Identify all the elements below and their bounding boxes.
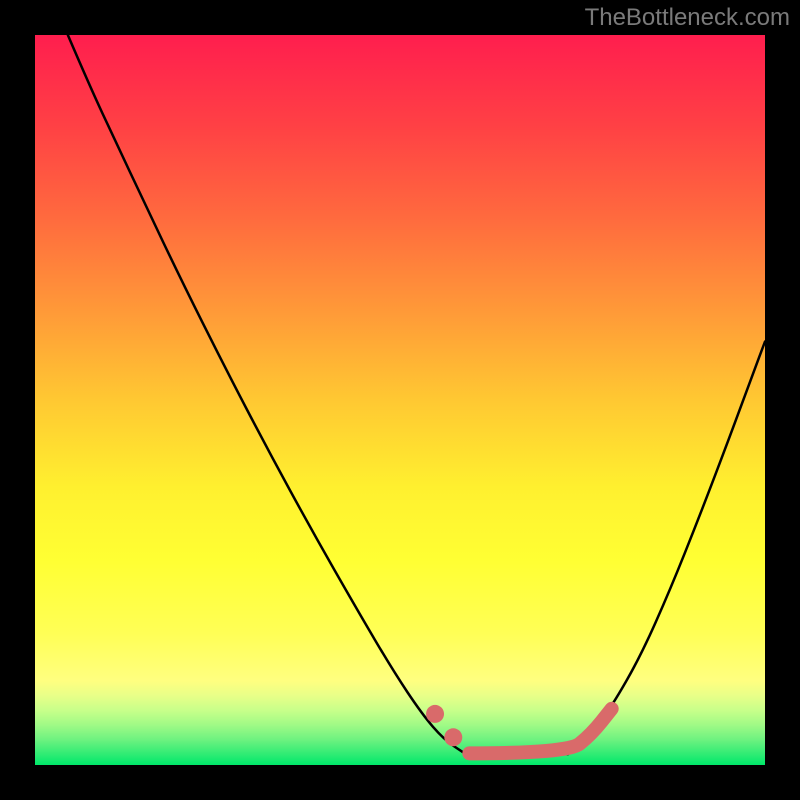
attribution-text: TheBottleneck.com bbox=[585, 4, 790, 32]
plot-background bbox=[35, 35, 765, 765]
frame-bottom bbox=[0, 765, 800, 800]
frame-right bbox=[765, 0, 800, 800]
frame-left bbox=[0, 0, 35, 800]
